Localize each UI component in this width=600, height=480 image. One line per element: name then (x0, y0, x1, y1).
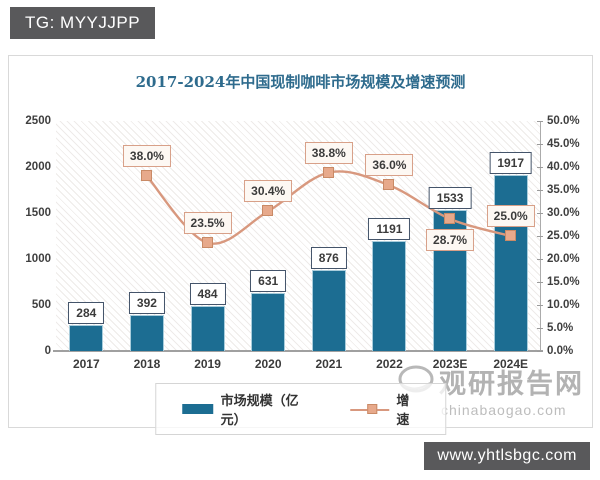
y-axis-right-tick-mark (537, 259, 543, 260)
growth-marker-2023E (444, 212, 456, 224)
growth-marker-2024E (504, 230, 516, 241)
y-axis-right-tick-label: 30.0% (547, 207, 580, 219)
chart-legend: 市场规模（亿元） 增速 (154, 383, 447, 435)
y-axis-left-tick-label: 0 (44, 345, 51, 357)
x-axis-label-2022: 2022 (376, 357, 403, 371)
x-axis-label-2020: 2020 (254, 357, 282, 371)
growth-marker-2020 (262, 205, 274, 217)
x-axis-label-2018: 2018 (133, 357, 161, 371)
y-axis-right-tick-mark (537, 328, 543, 329)
x-axis-label-2024E: 2024E (493, 357, 529, 371)
growth-label-2020: 30.4% (244, 180, 293, 203)
y-axis-right-tick-label: 40.0% (547, 161, 580, 173)
legend-label-growth: 增速 (396, 393, 410, 427)
x-axis-label-2021: 2021 (315, 357, 343, 371)
growth-label-2019: 23.5% (183, 211, 232, 234)
watermark-domain: chinabaogao.com (441, 402, 567, 418)
bar-value-label-2018: 392 (128, 291, 165, 314)
legend-item-market-size: 市场规模（亿元） (181, 390, 313, 428)
y-axis-right-tick-mark (537, 351, 543, 352)
growth-label-2024E: 25.0% (486, 205, 535, 227)
x-axis-line (53, 350, 543, 352)
y-axis-right-tick-mark (537, 282, 543, 283)
bar-2017 (69, 324, 104, 351)
bar-2019 (190, 306, 225, 351)
bar-value-label-2020: 631 (250, 269, 287, 292)
y-axis-right-tick-mark (537, 144, 543, 145)
bar-2018 (129, 314, 164, 351)
y-axis-right-tick-label: 50.0% (547, 115, 580, 127)
bar-value-label-2024E: 1917 (489, 151, 533, 174)
x-axis-label-2019: 2019 (194, 357, 221, 371)
bottom-right-url-badge: www.yhtlsbgc.com (424, 442, 590, 470)
bar-value-label-2023E: 1533 (428, 186, 472, 209)
growth-marker-2021 (322, 166, 334, 178)
watermark-site-name: 观研报告网 (439, 369, 584, 399)
bar-value-label-2021: 876 (310, 247, 347, 270)
bar-2022 (372, 241, 407, 351)
y-axis-right-tick-label: 5.0% (547, 322, 574, 334)
growth-marker-2019 (201, 236, 213, 248)
bar-value-label-2019: 484 (189, 283, 226, 306)
growth-label-2021: 38.8% (304, 141, 353, 164)
y-axis-left-tick-label: 1500 (25, 207, 51, 219)
bar-2024E (493, 174, 528, 351)
y-axis-left-tick-label: 2500 (25, 115, 51, 127)
line-series-swatch (350, 403, 390, 415)
x-axis-label-2023E: 2023E (432, 357, 468, 371)
y-axis-right-tick-label: 20.0% (547, 253, 580, 265)
y-axis-left-tick-label: 2000 (25, 161, 51, 173)
bar-2020 (251, 292, 286, 351)
bar-series-swatch (181, 404, 214, 414)
legend-item-growth: 增速 (350, 390, 420, 428)
y-axis-left-tick-label: 1000 (25, 253, 51, 265)
growth-marker-2018 (140, 170, 152, 182)
y-axis-right-tick-mark (537, 167, 543, 168)
chart-card: 2017-2024年中国现制咖啡市场规模及增速预测 市场规模（亿元） 增速 (8, 55, 593, 435)
y-axis-right-tick-mark (537, 213, 543, 214)
y-axis-right-tick-label: 15.0% (547, 276, 580, 288)
bar-2021 (311, 270, 346, 351)
growth-label-2023E: 28.7% (426, 228, 475, 251)
y-axis-right-tick-mark (537, 190, 543, 191)
y-axis-right-tick-mark (537, 305, 543, 306)
bar-value-label-2017: 284 (68, 301, 105, 324)
chart-title: 2017-2024年中国现制咖啡市场规模及增速预测 (135, 73, 466, 91)
legend-label-market-size: 市场规模（亿元） (220, 393, 299, 427)
y-axis-right-tick-label: 25.0% (547, 230, 580, 242)
y-axis-right-tick-label: 0.0% (547, 345, 574, 357)
y-axis-right-tick-mark (537, 121, 543, 122)
y-axis-right-tick-label: 35.0% (547, 184, 580, 196)
y-axis-right-tick-label: 45.0% (547, 138, 580, 150)
bar-value-label-2022: 1191 (368, 218, 411, 241)
y-axis-right-tick-mark (537, 236, 543, 237)
top-left-watermark-badge: TG: MYYJJPP (10, 7, 156, 39)
y-axis-left-tick-label: 500 (31, 299, 51, 311)
growth-label-2022: 36.0% (365, 154, 414, 177)
y-axis-right-tick-label: 10.0% (547, 299, 580, 311)
growth-marker-2022 (383, 179, 395, 191)
growth-label-2018: 38.0% (122, 145, 171, 168)
x-axis-label-2017: 2017 (72, 357, 100, 371)
